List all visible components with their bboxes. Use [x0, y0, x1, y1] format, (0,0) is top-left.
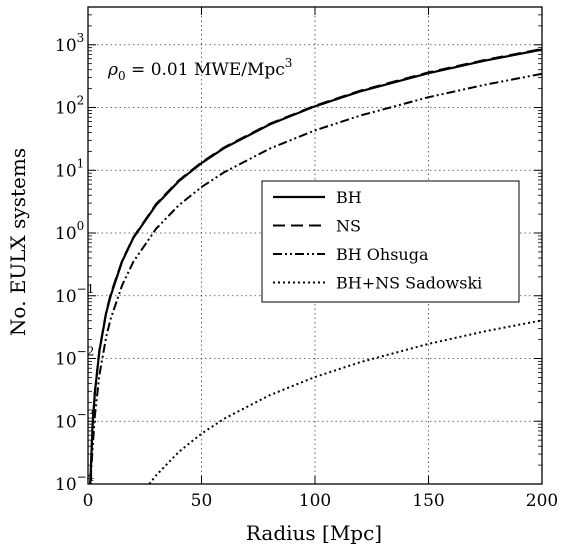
- x-tick-label: 200: [526, 491, 558, 511]
- annotation-superscript: 3: [285, 56, 293, 70]
- legend: BH NS BH Ohsuga BH+NS Sadowski: [261, 180, 520, 303]
- annotation-prefix: ρ: [107, 60, 118, 80]
- legend-label: BH: [336, 188, 362, 207]
- annotation-middle: = 0.01 MWE/Mpc: [126, 60, 285, 80]
- y-tick-label: 10−2: [55, 345, 94, 370]
- y-tick-label: 100: [55, 219, 84, 244]
- x-tick-label: 50: [191, 491, 213, 511]
- x-tick-label: 150: [412, 491, 444, 511]
- series-line-bh-ns-sadowski: [148, 319, 542, 484]
- y-tick-label: 102: [55, 94, 84, 119]
- legend-label: BH+NS Sadowski: [336, 274, 482, 293]
- x-axis-label: Radius [Mpc]: [246, 521, 382, 545]
- x-tick-label: 100: [299, 491, 331, 511]
- density-annotation: ρ0 = 0.01 MWE/Mpc3: [107, 56, 292, 83]
- annotation-subscript: 0: [118, 69, 126, 83]
- y-axis-label: No. EULX systems: [6, 148, 30, 336]
- y-tick-label: 10−4: [55, 470, 95, 495]
- series-line-ns: [89, 47, 542, 484]
- y-tick-label: 101: [55, 156, 84, 181]
- y-tick-label: 103: [55, 31, 84, 56]
- legend-label: BH Ohsuga: [336, 245, 429, 264]
- y-tick-label: 10−3: [55, 407, 94, 432]
- x-tick-label: 0: [83, 491, 94, 511]
- series-lines: [89, 47, 542, 484]
- legend-label: NS: [336, 217, 361, 236]
- y-tick-label: 10−1: [55, 282, 94, 307]
- axis-ticks: 0 50 100 150 200 10−4 10−3 10−2 10−1 100 101 102 103: [55, 7, 558, 511]
